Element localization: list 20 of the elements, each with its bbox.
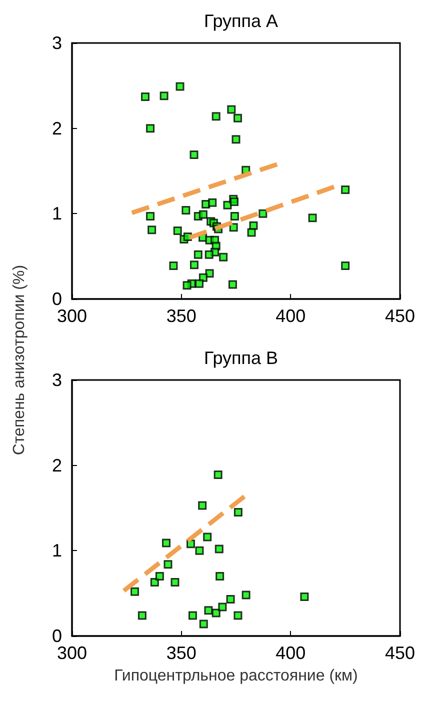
x-tick-label: 400	[276, 306, 306, 326]
y-tick-label: 0	[52, 626, 62, 646]
x-tick-label: 450	[384, 643, 416, 663]
y-tick-label: 1	[52, 204, 62, 224]
y-tick-label: 2	[52, 118, 62, 138]
y-tick-label: 1	[52, 540, 62, 561]
x-axis-title: Гипоцентрльное расстояние (км)	[114, 668, 358, 684]
y-axis-title: Степень анизотропии (%)	[11, 264, 29, 456]
y-tick-label: 3	[52, 33, 62, 53]
x-tick-label: 350	[166, 643, 196, 663]
chart-title: Группа B	[204, 348, 278, 368]
x-tick-label: 300	[56, 306, 88, 326]
x-tick-label: 300	[56, 643, 88, 663]
x-tick-label: 450	[384, 306, 416, 326]
y-tick-label: 2	[52, 455, 62, 476]
y-tick-label: 0	[52, 289, 62, 309]
y-tick-label: 3	[52, 370, 62, 390]
x-tick-label: 350	[166, 306, 196, 326]
chart-title: Группа A	[204, 11, 278, 31]
x-tick-label: 400	[276, 643, 306, 663]
